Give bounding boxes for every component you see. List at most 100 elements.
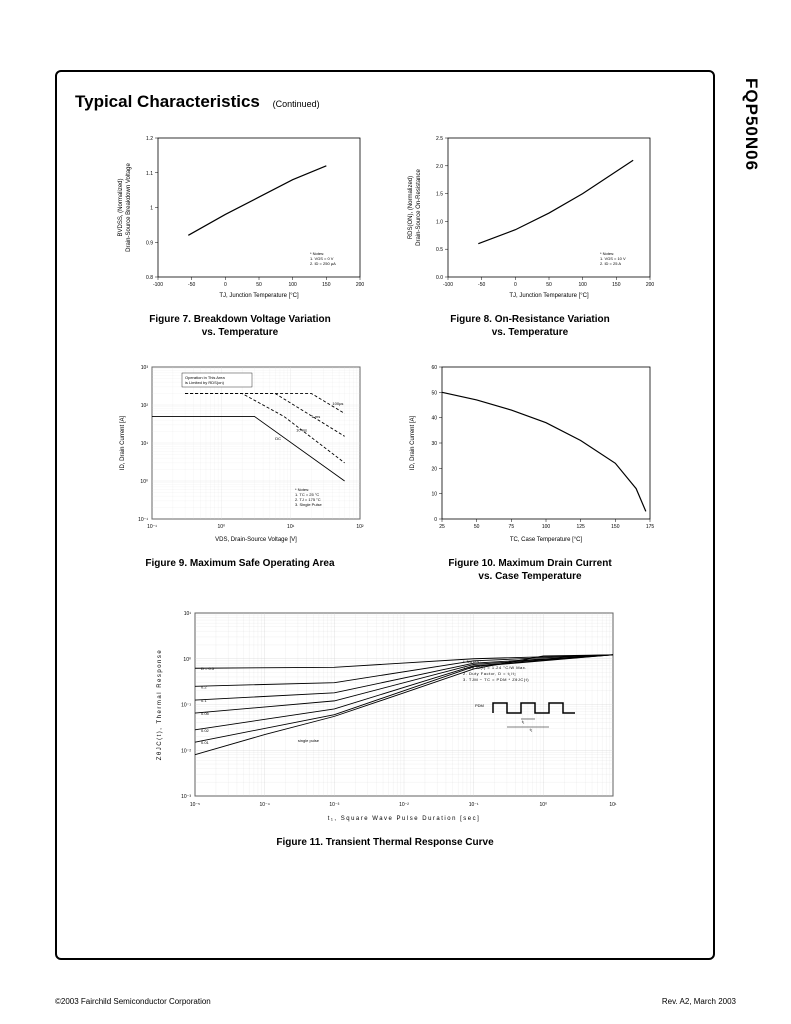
svg-text:TJ, Junction Temperature [°C]: TJ, Junction Temperature [°C] [219, 293, 299, 299]
svg-text:100µs: 100µs [332, 401, 343, 406]
svg-text:0.01: 0.01 [201, 740, 210, 745]
fig11-block: 10⁻⁵ 10⁻⁴ 10⁻³ 10⁻² 10⁻¹ 10⁰ 10¹ 10⁻³ 10⁻² 10⁻¹ 10… [145, 603, 625, 849]
content-frame: Typical Characteristics (Continued) -100… [55, 70, 715, 960]
svg-text:10³: 10³ [141, 365, 149, 371]
svg-text:1 ms: 1 ms [312, 414, 321, 419]
svg-text:50: 50 [431, 390, 437, 396]
fig8-block: -100-500501001502000.00.51.01.52.02.5TJ,… [400, 130, 660, 339]
fig7-chart: -100-500501001502000.80.911.11.2TJ, Junc… [110, 130, 370, 305]
svg-text:75: 75 [509, 524, 515, 530]
svg-text:10⁻¹: 10⁻¹ [138, 517, 148, 523]
svg-text:40: 40 [431, 416, 437, 422]
svg-text:2.5: 2.5 [436, 136, 443, 142]
svg-text:3. TJM − TC = PDM * ZθJC(t): 3. TJM − TC = PDM * ZθJC(t) [463, 677, 529, 682]
fig11-title: Figure 11. Transient Thermal Response Cu… [276, 837, 493, 848]
svg-text:2. ID = 250 µA: 2. ID = 250 µA [310, 261, 336, 266]
svg-text:20: 20 [431, 466, 437, 472]
fig8-caption: Figure 8. On-Resistance Variation vs. Te… [450, 313, 610, 339]
svg-text:Drain-Source On-Resistance: Drain-Source On-Resistance [416, 168, 422, 245]
svg-text:1.1: 1.1 [146, 171, 153, 177]
footer-copyright: ©2003 Fairchild Semiconductor Corporatio… [55, 997, 211, 1006]
svg-text:t₁: t₁ [522, 719, 525, 724]
fig10-block: 2550751001251501750102030405060TC, Case … [400, 359, 660, 583]
svg-text:-100: -100 [153, 282, 163, 288]
svg-text:BVDSS, (Normalized): BVDSS, (Normalized) [118, 178, 124, 236]
svg-text:10⁻³: 10⁻³ [181, 794, 191, 800]
svg-text:ID, Drain Current [A]: ID, Drain Current [A] [120, 415, 126, 470]
fig8-chart: -100-500501001502000.00.51.01.52.02.5TJ,… [400, 130, 660, 305]
svg-text:50: 50 [474, 524, 480, 530]
fig7-subtitle: vs. Temperature [202, 327, 279, 338]
svg-text:10⁻²: 10⁻² [399, 802, 409, 808]
svg-text:150: 150 [322, 282, 331, 288]
svg-text:TJ, Junction Temperature [°C]: TJ, Junction Temperature [°C] [509, 293, 589, 299]
fig10-subtitle: vs. Case Temperature [478, 571, 581, 582]
part-number-vertical: FQP50N06 [741, 78, 761, 171]
svg-text:0.02: 0.02 [201, 728, 210, 733]
svg-text:Drain-Source Breakdown Voltage: Drain-Source Breakdown Voltage [126, 162, 132, 251]
fig8-title: Figure 8. On-Resistance Variation [450, 314, 610, 325]
svg-text:200: 200 [356, 282, 365, 288]
svg-text:10⁻⁴: 10⁻⁴ [259, 802, 269, 808]
svg-text:3. Single Pulse: 3. Single Pulse [295, 502, 322, 507]
svg-text:0.8: 0.8 [146, 275, 153, 281]
svg-text:is Limited by RDS(on): is Limited by RDS(on) [185, 380, 225, 385]
svg-text:t₁, Square Wave Pulse Duration: t₁, Square Wave Pulse Duration [sec] [328, 816, 481, 822]
svg-text:10⁻¹: 10⁻¹ [181, 703, 191, 709]
svg-text:10²: 10² [141, 403, 149, 409]
svg-text:0.05: 0.05 [201, 711, 210, 716]
svg-text:30: 30 [431, 441, 437, 447]
fig7-block: -100-500501001502000.80.911.11.2TJ, Junc… [110, 130, 370, 339]
fig7-caption: Figure 7. Breakdown Voltage Variation vs… [149, 313, 331, 339]
svg-text:10¹: 10¹ [184, 611, 192, 617]
svg-text:2. ID = 25 A: 2. ID = 25 A [600, 261, 621, 266]
svg-text:10²: 10² [356, 524, 364, 530]
fig8-subtitle: vs. Temperature [492, 327, 569, 338]
svg-text:-100: -100 [443, 282, 453, 288]
fig9-title: Figure 9. Maximum Safe Operating Area [145, 558, 334, 569]
svg-text:60: 60 [431, 365, 437, 371]
svg-text:t₂: t₂ [530, 727, 533, 732]
fig9-chart: 10⁻¹10⁰10¹10²10⁻¹10⁰10¹10²10³Operation i… [110, 359, 370, 549]
svg-text:2.0: 2.0 [436, 164, 443, 170]
svg-text:10: 10 [431, 492, 437, 498]
svg-text:0: 0 [514, 282, 517, 288]
svg-text:50: 50 [546, 282, 552, 288]
fig9-block: 10⁻¹10⁰10¹10²10⁻¹10⁰10¹10²10³Operation i… [110, 359, 370, 583]
svg-text:single pulse: single pulse [298, 738, 320, 743]
svg-text:ID, Drain Current [A]: ID, Drain Current [A] [410, 415, 416, 470]
svg-text:100: 100 [578, 282, 587, 288]
svg-text:0.1: 0.1 [201, 698, 207, 703]
svg-text:10⁰: 10⁰ [540, 802, 548, 808]
svg-text:1.5: 1.5 [436, 192, 443, 198]
svg-text:10⁰: 10⁰ [218, 524, 226, 530]
svg-text:10⁰: 10⁰ [183, 657, 191, 663]
svg-text:10 ms: 10 ms [296, 428, 307, 433]
svg-text:1.2: 1.2 [146, 136, 153, 142]
svg-text:10⁻²: 10⁻² [181, 748, 191, 754]
svg-text:25: 25 [439, 524, 445, 530]
svg-text:125: 125 [576, 524, 585, 530]
svg-text:50: 50 [256, 282, 262, 288]
svg-text:100: 100 [288, 282, 297, 288]
svg-text:0.9: 0.9 [146, 240, 153, 246]
continued-label: (Continued) [273, 99, 320, 109]
svg-text:VDS, Drain-Source Voltage [V]: VDS, Drain-Source Voltage [V] [215, 537, 297, 543]
svg-text:1. ZθJC(t) = 1.24 °C/W Max.: 1. ZθJC(t) = 1.24 °C/W Max. [463, 665, 527, 670]
svg-text:175: 175 [646, 524, 655, 530]
svg-text:TC, Case Temperature [°C]: TC, Case Temperature [°C] [510, 537, 583, 543]
fig10-title: Figure 10. Maximum Drain Current [448, 558, 611, 569]
footer-revision: Rev. A2, March 2003 [662, 997, 736, 1006]
svg-text:10⁻¹: 10⁻¹ [469, 802, 479, 808]
svg-text:10⁻³: 10⁻³ [329, 802, 339, 808]
svg-text:0.0: 0.0 [436, 275, 443, 281]
section-title-text: Typical Characteristics [75, 92, 260, 111]
svg-text:10⁻⁵: 10⁻⁵ [190, 802, 200, 808]
svg-text:10¹: 10¹ [287, 524, 295, 530]
svg-text:* Notes:: * Notes: [463, 659, 481, 664]
svg-text:0.5: 0.5 [436, 247, 443, 253]
svg-text:0: 0 [434, 517, 437, 523]
svg-text:10¹: 10¹ [141, 441, 149, 447]
charts-row-2: 10⁻¹10⁰10¹10²10⁻¹10⁰10¹10²10³Operation i… [75, 359, 695, 583]
svg-text:ZθJC(t), Thermal Response: ZθJC(t), Thermal Response [157, 649, 163, 760]
